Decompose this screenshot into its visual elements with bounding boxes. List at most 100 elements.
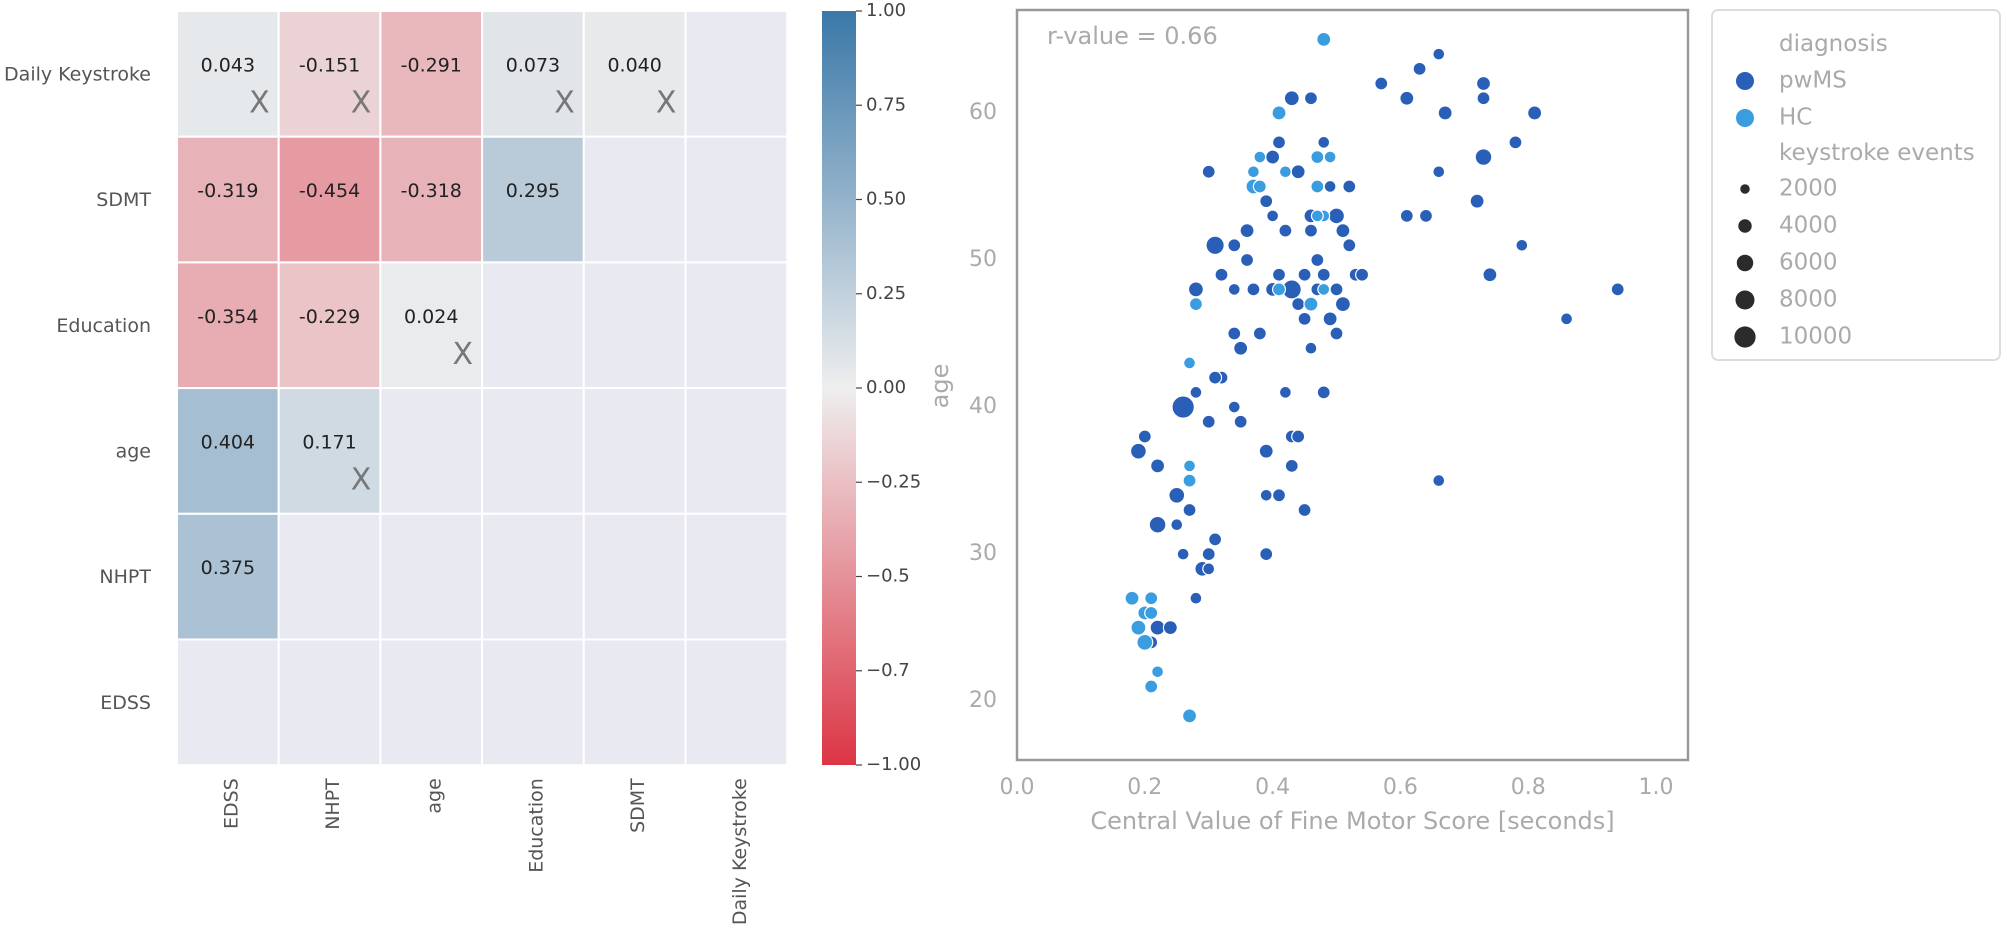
scatter-point-pwms [1475,75,1492,92]
scatter-point-pwms [1310,252,1325,268]
heatmap-cell [582,638,687,767]
heatmap-cell-value: 0.295 [506,180,560,202]
heatmap-column-label: Education [525,778,547,873]
x-axis-ticks: 0.0 0.2 0.4 0.6 0.8 1.0 [1000,775,1674,800]
scatter-point-pwms [1399,208,1414,223]
scatter-point-pwms [1189,591,1203,605]
scatter-point-pwms [1162,620,1178,636]
scatter-point-pwms [1259,488,1273,502]
scatter-point-pwms [1227,326,1242,341]
heatmap-cell-value: 0.171 [302,431,356,453]
scatter-point-pwms [1283,90,1300,107]
heatmap-cell [582,261,687,390]
heatmap-cell-value: 0.024 [404,306,458,328]
scatter-point-hc [1151,665,1165,679]
scatter-point-pwms [1176,547,1190,561]
legend-size-marker [1734,326,1756,348]
scatter-point-pwms [1227,400,1241,414]
scatter-point-hc [1271,282,1287,297]
heatmap-cell-value: -0.319 [197,180,258,202]
scatter-point-pwms [1437,105,1453,121]
heatmap-cell-value: -0.318 [401,180,462,202]
scatter-point-hc [1130,619,1147,636]
x-tick-label: 0.8 [1511,775,1546,800]
heatmap-cell [481,512,585,641]
colorbar: 1.00 0.75 0.50 0.25 0.00 −0.25 −0.5 −0.7 −1.00 [822,0,921,775]
heatmap-cell-value: -0.454 [299,180,360,202]
scatter-point-pwms [1168,486,1186,504]
heatmap-cell [481,638,585,767]
scatter-point-hc [1271,105,1287,121]
scatter-point-pwms [1323,179,1337,193]
heatmap-cell-value: 0.040 [607,54,661,76]
legend-box [1711,9,2001,361]
heatmap-cell-value: -0.291 [401,54,462,76]
scatter-point-hc [1183,356,1197,370]
scatter-point-pwms [1271,135,1287,150]
legend-size-marker [1738,219,1752,233]
y-tick-label: 30 [969,541,997,566]
scatter-point-pwms [1189,385,1203,399]
heatmap-row-label: NHPT [99,566,151,588]
heatmap-cell [277,638,382,767]
heatmap-column-label: NHPT [322,778,344,830]
legend-size-marker [1736,254,1754,272]
scatter-plot: r-value = 0.66 0.0 0.2 0.4 0.6 0.8 1.0 20 30 40… [926,8,1690,835]
scatter-point-hc [1183,459,1197,473]
y-tick-label: 50 [969,247,997,272]
scatter-point-pwms [1303,91,1319,106]
scatter-point-pwms [1233,340,1249,356]
heatmap-cell-value: 0.073 [506,54,560,76]
heatmap-cell [684,638,789,767]
legend-size-label: 2000 [1779,176,1838,202]
scatter-point-hc [1136,633,1154,651]
correlation-heatmap: 0.043 X -0.151 X -0.291 0.073 X 0.040 X -0.319 -0.… [4,10,789,925]
scatter-point-pwms [1469,193,1485,209]
scatter-point-pwms [1316,267,1331,282]
scatter-point-hc [1144,605,1159,621]
scatter-point-hc [1253,150,1267,164]
scatter-point-hc [1144,679,1159,694]
heatmap-cell [379,261,484,390]
colorbar-tick-label: 0.75 [866,94,906,115]
scatter-point-hc [1188,297,1203,312]
scatter-point-pwms [1271,267,1287,282]
scatter-point-pwms [1322,311,1338,327]
heatmap-column-label: Daily Keystroke [729,778,751,925]
scatter-point-pwms [1239,223,1255,239]
scatter-point-pwms [1233,414,1248,429]
scatter-point-pwms [1278,385,1292,399]
legend-size-label: 8000 [1779,287,1838,313]
colorbar-ticks: 1.00 0.75 0.50 0.25 0.00 −0.25 −0.5 −0.7 −1.00 [856,0,921,775]
scatter-point-pwms [1258,443,1274,459]
scatter-point-pwms [1201,414,1216,429]
heatmap-cell [481,387,585,515]
heatmap-cell [684,261,789,390]
legend-hue-label: pwMS [1779,68,1847,94]
scatter-point-pwms [1150,458,1166,474]
scatter-point-pwms [1171,395,1195,419]
scatter-point-pwms [1259,547,1274,562]
scatter-point-pwms [1297,267,1312,282]
not-significant-marker: X [351,86,372,121]
y-tick-label: 40 [969,394,997,419]
scatter-point-hc [1246,165,1260,179]
heatmap-cell [582,512,687,641]
scatter-point-hc [1317,282,1331,296]
scatter-point-pwms [1182,502,1197,518]
scatter-plot-frame [1015,8,1690,762]
legend-hue-marker [1736,72,1754,90]
scatter-point-pwms [1266,209,1280,223]
heatmap-cell [379,387,484,515]
scatter-point-pwms [1208,370,1223,385]
scatter-points [1124,31,1625,724]
scatter-point-pwms [1208,532,1223,547]
x-tick-label: 1.0 [1639,775,1674,800]
x-tick-label: 0.6 [1383,775,1418,800]
heatmap-column-label: SDMT [627,778,649,833]
colorbar-tick-label: 0.00 [866,377,906,398]
heatmap-cells: 0.043 X -0.151 X -0.291 0.073 X 0.040 X -0.319 -0.… [176,10,789,767]
scatter-point-hc [1252,179,1267,194]
scatter-point-pwms [1335,223,1351,239]
scatter-point-pwms [1329,326,1344,341]
